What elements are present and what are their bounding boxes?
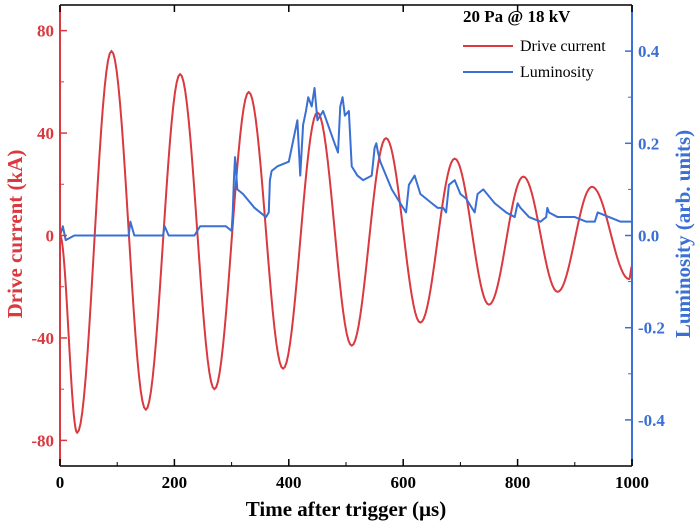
- y-left-tick-label: 80: [37, 22, 54, 41]
- y-axis-title-right: Luminosity (arb. units): [671, 130, 695, 338]
- x-tick-label: 800: [505, 473, 531, 492]
- legend-label-drive-current: Drive current: [520, 38, 606, 55]
- x-tick-label: 600: [390, 473, 416, 492]
- y-left-tick-label: -40: [31, 329, 54, 348]
- series-layer: [59, 49, 633, 435]
- y-right-tick-label: 0.2: [638, 134, 659, 153]
- series-line-luminosity: [59, 86, 632, 242]
- y-right-tick-label: -0.2: [638, 319, 665, 338]
- y-axis-title-left: Drive current (kA): [3, 150, 27, 319]
- y-right-tick-label: 0.0: [638, 227, 659, 246]
- y-right-tick-label: 0.4: [638, 42, 660, 61]
- y-right-tick-label: -0.4: [638, 411, 665, 430]
- x-tick-label: 0: [56, 473, 65, 492]
- legend: 20 Pa @ 18 kV Drive current Luminosity: [463, 7, 606, 81]
- series-line-drive-current: [59, 49, 633, 435]
- x-tick-label: 200: [162, 473, 188, 492]
- y-left-tick-label: 40: [37, 124, 54, 143]
- x-tick-label: 400: [276, 473, 302, 492]
- legend-label-luminosity: Luminosity: [520, 64, 594, 81]
- axes-layer: 0 200 400 600 800 1000 -80 -40 0 40 80 -0.4 -0.2 0.0 0…: [31, 4, 665, 492]
- y-left-tick-label: -80: [31, 431, 54, 450]
- x-axis-title: Time after trigger (µs): [246, 497, 446, 521]
- y-left-tick-label: 0: [46, 227, 55, 246]
- legend-title: 20 Pa @ 18 kV: [463, 7, 571, 26]
- x-tick-label: 1000: [615, 473, 649, 492]
